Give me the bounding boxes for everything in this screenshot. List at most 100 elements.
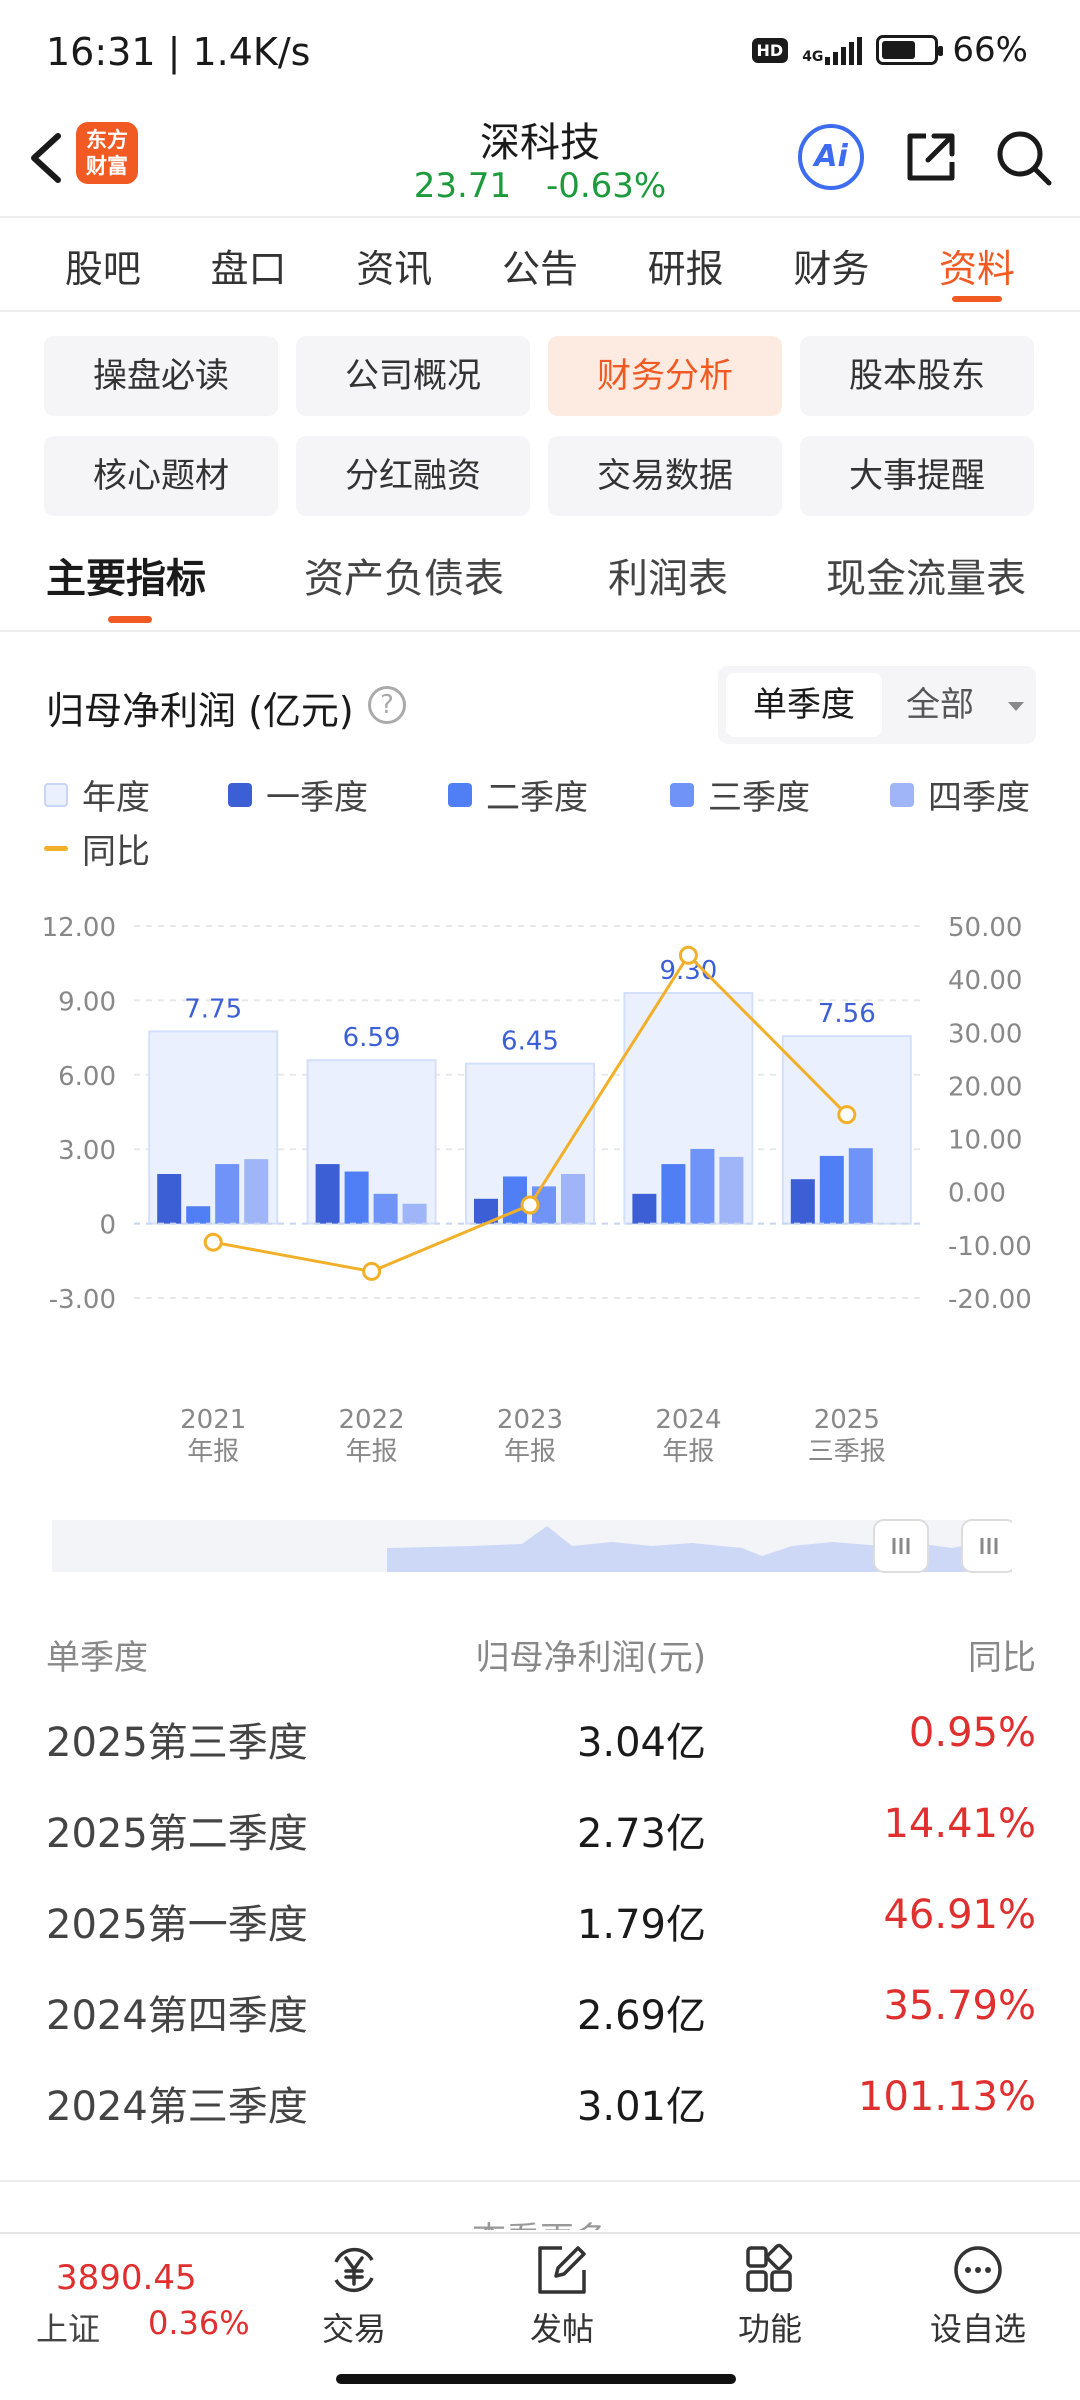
y-right-tick: 10.00 xyxy=(948,1126,1022,1156)
y-right-tick: 30.00 xyxy=(948,1019,1022,1049)
table-row[interactable]: 2025第二季度 2.73亿 14.41% xyxy=(46,1801,1036,1892)
chip-company-overview[interactable]: 公司概况 xyxy=(296,336,530,416)
ai-assistant-button[interactable]: Ai xyxy=(798,124,864,190)
cell-period: 2024第三季度 xyxy=(46,2084,308,2130)
yoy-point xyxy=(203,1232,223,1252)
nav-functions[interactable]: 功能 xyxy=(710,2242,830,2350)
stock-quote: 23.71 -0.63% xyxy=(0,166,1080,206)
chart-range-scroller[interactable] xyxy=(52,1516,1012,1576)
handle-grip-icon xyxy=(892,1538,998,1554)
subtab-income-statement[interactable]: 利润表 xyxy=(608,556,728,602)
legend-item-yoy[interactable]: 同比 xyxy=(44,824,150,873)
y-left-tick: 6.00 xyxy=(58,1062,116,1092)
chip-dividends[interactable]: 分红融资 xyxy=(296,436,530,516)
index-name[interactable]: 上证 xyxy=(36,2310,101,2348)
legend-item-q4[interactable]: 四季度 xyxy=(890,770,1030,819)
grid-apps-icon xyxy=(746,2243,793,2292)
yoy-point xyxy=(520,1195,540,1215)
help-icon[interactable]: ? xyxy=(368,686,406,724)
net-profit-chart[interactable]: 12.00 9.00 6.00 3.00 0 -3.00 50.00 40.00 30.00 20… xyxy=(0,890,1080,1490)
nav-post[interactable]: 发帖 xyxy=(502,2242,622,2350)
share-icon[interactable] xyxy=(902,128,960,186)
table-row[interactable]: 2024第三季度 3.01亿 101.13% xyxy=(46,2074,1036,2165)
x-tick-type: 年报 xyxy=(346,1437,398,1467)
chip-financial-analysis[interactable]: 财务分析 xyxy=(548,336,782,416)
quarter-bar xyxy=(790,1179,815,1224)
toggle-all-dropdown[interactable]: 全部 xyxy=(906,685,974,725)
more-dots-icon xyxy=(954,2246,1002,2294)
tab-pankou[interactable]: 盘口 xyxy=(210,247,287,291)
back-arrow-icon[interactable] xyxy=(22,128,72,188)
table-row[interactable]: 2025第一季度 1.79亿 46.91% xyxy=(46,1892,1036,1983)
home-indicator[interactable] xyxy=(336,2374,736,2384)
annual-value-label: 7.75 xyxy=(184,994,242,1024)
toggle-single-quarter[interactable]: 单季度 xyxy=(726,673,882,737)
logo-text-top: 东方 xyxy=(86,128,128,152)
chip-trading-must-read[interactable]: 操盘必读 xyxy=(44,336,278,416)
chip-shareholders[interactable]: 股本股东 xyxy=(800,336,1034,416)
scroller-preview-area xyxy=(387,1526,1012,1572)
nav-label: 发帖 xyxy=(529,2310,594,2348)
view-more-link[interactable]: 查看更多 xyxy=(0,2182,1080,2230)
nav-add-watchlist[interactable]: 设自选 xyxy=(918,2242,1038,2350)
column-header-net-profit: 归母净利润(元) xyxy=(475,1638,706,1678)
chart-legend: 年度 一季度 二季度 三季度 四季度 同比 xyxy=(44,770,1044,880)
quarter-bar xyxy=(719,1156,744,1224)
y-right-tick: 50.00 xyxy=(948,913,1022,943)
table-header: 单季度 归母净利润(元) 同比 xyxy=(46,1630,1036,1680)
nav-trade[interactable]: 交易 xyxy=(294,2242,414,2350)
tab-profile[interactable]: 资料 xyxy=(922,218,1032,310)
y-right-tick: 20.00 xyxy=(948,1072,1022,1102)
cell-period: 2024第四季度 xyxy=(46,1993,308,2039)
y-left-tick: 0 xyxy=(99,1211,116,1241)
statement-tabs: 主要指标 资产负债表 利润表 现金流量表 xyxy=(0,532,1080,632)
status-bar: 16:31 | 1.4K/s HD 4G 66% xyxy=(0,0,1080,100)
legend-swatch xyxy=(890,782,914,807)
view-more-area: 查看更多 xyxy=(0,2180,1080,2230)
subtab-cash-flow[interactable]: 现金流量表 xyxy=(826,556,1026,602)
index-value[interactable]: 3890.45 xyxy=(56,2258,197,2298)
tab-research[interactable]: 研报 xyxy=(647,247,724,291)
chip-trading-data[interactable]: 交易数据 xyxy=(548,436,782,516)
x-tick-year: 2022 xyxy=(339,1405,405,1435)
legend-label: 年度 xyxy=(82,778,150,818)
table-row[interactable]: 2024第四季度 2.69亿 35.79% xyxy=(46,1983,1036,2074)
yoy-point xyxy=(362,1261,382,1281)
tab-news[interactable]: 资讯 xyxy=(356,247,433,291)
x-tick-year: 2023 xyxy=(497,1405,563,1435)
y-right-tick: -20.00 xyxy=(948,1285,1032,1315)
x-tick-type: 三季报 xyxy=(808,1437,886,1467)
subtab-key-indicators[interactable]: 主要指标 xyxy=(46,556,206,602)
annual-value-label: 6.59 xyxy=(343,1023,401,1053)
nav-label: 设自选 xyxy=(929,2310,1026,2348)
table-row[interactable]: 2025第三季度 3.04亿 0.95% xyxy=(46,1710,1036,1801)
column-header-yoy: 同比 xyxy=(968,1638,1036,1678)
active-subtab-indicator xyxy=(108,616,152,623)
legend-item-annual[interactable]: 年度 xyxy=(44,770,150,819)
legend-item-q1[interactable]: 一季度 xyxy=(228,770,368,819)
cell-period: 2025第二季度 xyxy=(46,1811,308,1857)
tab-finance[interactable]: 财务 xyxy=(793,247,870,291)
chip-events[interactable]: 大事提醒 xyxy=(800,436,1034,516)
cell-net-profit: 2.69亿 xyxy=(576,1993,706,2039)
legend-item-q2[interactable]: 二季度 xyxy=(448,770,588,819)
quarter-bar xyxy=(215,1164,240,1224)
tab-guba[interactable]: 股吧 xyxy=(64,247,141,291)
stock-header: 东方 财富 深科技 23.71 -0.63% Ai xyxy=(0,100,1080,218)
cell-net-profit: 2.73亿 xyxy=(576,1811,706,1857)
legend-swatch xyxy=(670,782,694,807)
search-icon[interactable] xyxy=(994,128,1054,188)
app-logo[interactable]: 东方 财富 xyxy=(76,122,138,184)
legend-swatch xyxy=(228,782,252,807)
chip-core-themes[interactable]: 核心题材 xyxy=(44,436,278,516)
quarter-bar xyxy=(819,1155,844,1224)
stock-name: 深科技 xyxy=(480,120,600,166)
legend-label: 同比 xyxy=(82,832,150,872)
legend-item-q3[interactable]: 三季度 xyxy=(670,770,810,819)
subtab-balance-sheet[interactable]: 资产负债表 xyxy=(304,556,504,602)
tab-announcements[interactable]: 公告 xyxy=(501,247,578,291)
y-right-tick: -10.00 xyxy=(948,1232,1032,1262)
y-left-tick: 9.00 xyxy=(58,987,116,1017)
x-tick-type: 年报 xyxy=(187,1437,239,1467)
index-change[interactable]: 0.36% xyxy=(148,2304,250,2342)
